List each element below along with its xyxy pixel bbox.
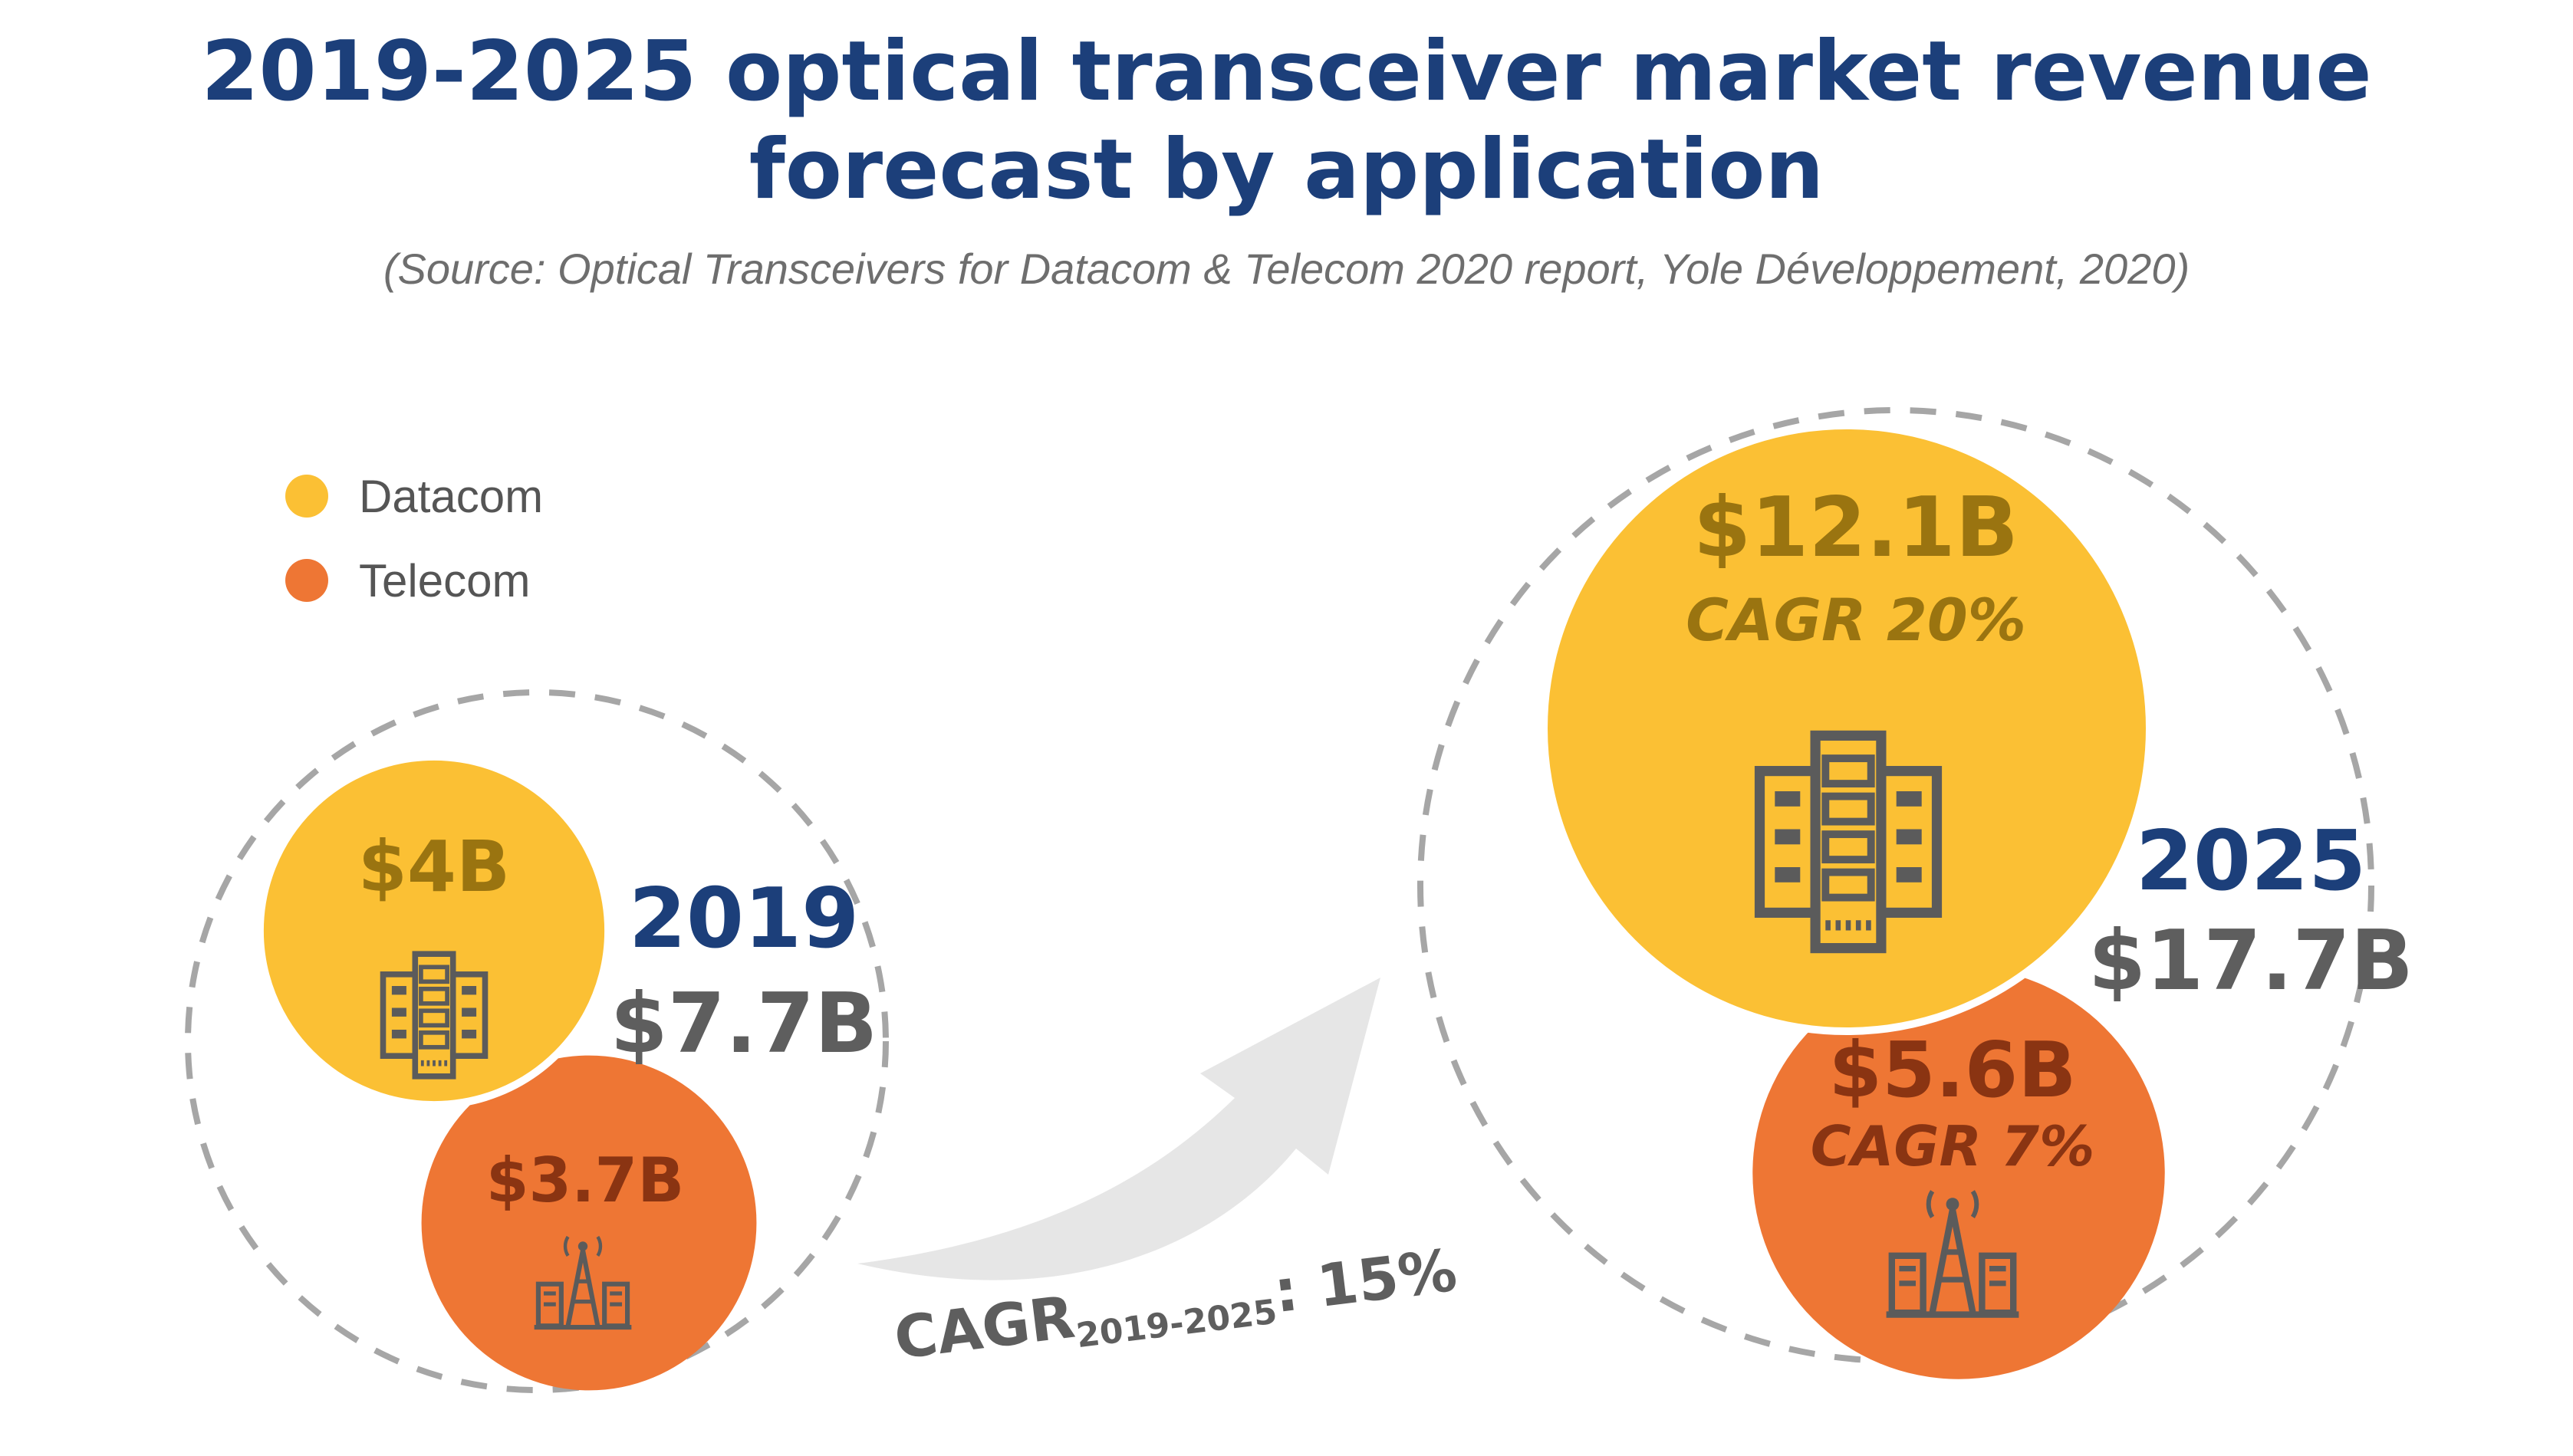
legend-label-datacom: Datacom bbox=[359, 470, 544, 522]
telecom-bubble-2019 bbox=[421, 1055, 757, 1391]
datacom-value-2025: $12.1B bbox=[1693, 480, 2019, 576]
datacom-value-2019: $4B bbox=[358, 826, 510, 908]
telecom-bubble-2025 bbox=[1752, 967, 2165, 1379]
legend-label-telecom: Telecom bbox=[359, 554, 531, 606]
overall-cagr-value: : 15% bbox=[1270, 1236, 1460, 1326]
legend-swatch-telecom bbox=[285, 559, 328, 602]
datacom-bubble-2019 bbox=[255, 752, 613, 1109]
server-rack-icon bbox=[383, 954, 485, 1076]
legend: Datacom Telecom bbox=[285, 466, 543, 635]
total-value-2025: $17.7B bbox=[2088, 913, 2413, 1009]
title-line-2: forecast by application bbox=[749, 122, 1824, 218]
legend-item-telecom: Telecom bbox=[285, 551, 543, 610]
total-value-2019: $7.7B bbox=[610, 976, 878, 1072]
legend-item-datacom: Datacom bbox=[285, 466, 543, 526]
year-label-2019: 2019 bbox=[629, 871, 860, 967]
title-line-1: 2019-2025 optical transceiver market rev… bbox=[201, 24, 2372, 120]
growth-arrow bbox=[857, 978, 1380, 1280]
chart-title: 2019-2025 optical transceiver market rev… bbox=[0, 23, 2573, 219]
overall-cagr-period: 2019-2025 bbox=[1074, 1292, 1279, 1356]
chart-subtitle: (Source: Optical Transceivers for Dataco… bbox=[383, 245, 2190, 293]
legend-swatch-datacom bbox=[285, 475, 328, 518]
datacom-bubble-2025 bbox=[1540, 422, 2153, 1035]
telecom-value-2025: $5.6B bbox=[1829, 1025, 2077, 1115]
telecom-value-2019: $3.7B bbox=[486, 1145, 684, 1216]
server-rack-icon bbox=[1760, 735, 1937, 948]
overall-cagr-prefix: CAGR bbox=[890, 1283, 1078, 1372]
year-label-2025: 2025 bbox=[2136, 813, 2367, 909]
telecom-cagr-2025: CAGR 7% bbox=[1811, 1114, 2094, 1178]
year-ring-2019 bbox=[185, 689, 889, 1393]
datacom-cagr-2025: CAGR 20% bbox=[1686, 586, 2026, 654]
